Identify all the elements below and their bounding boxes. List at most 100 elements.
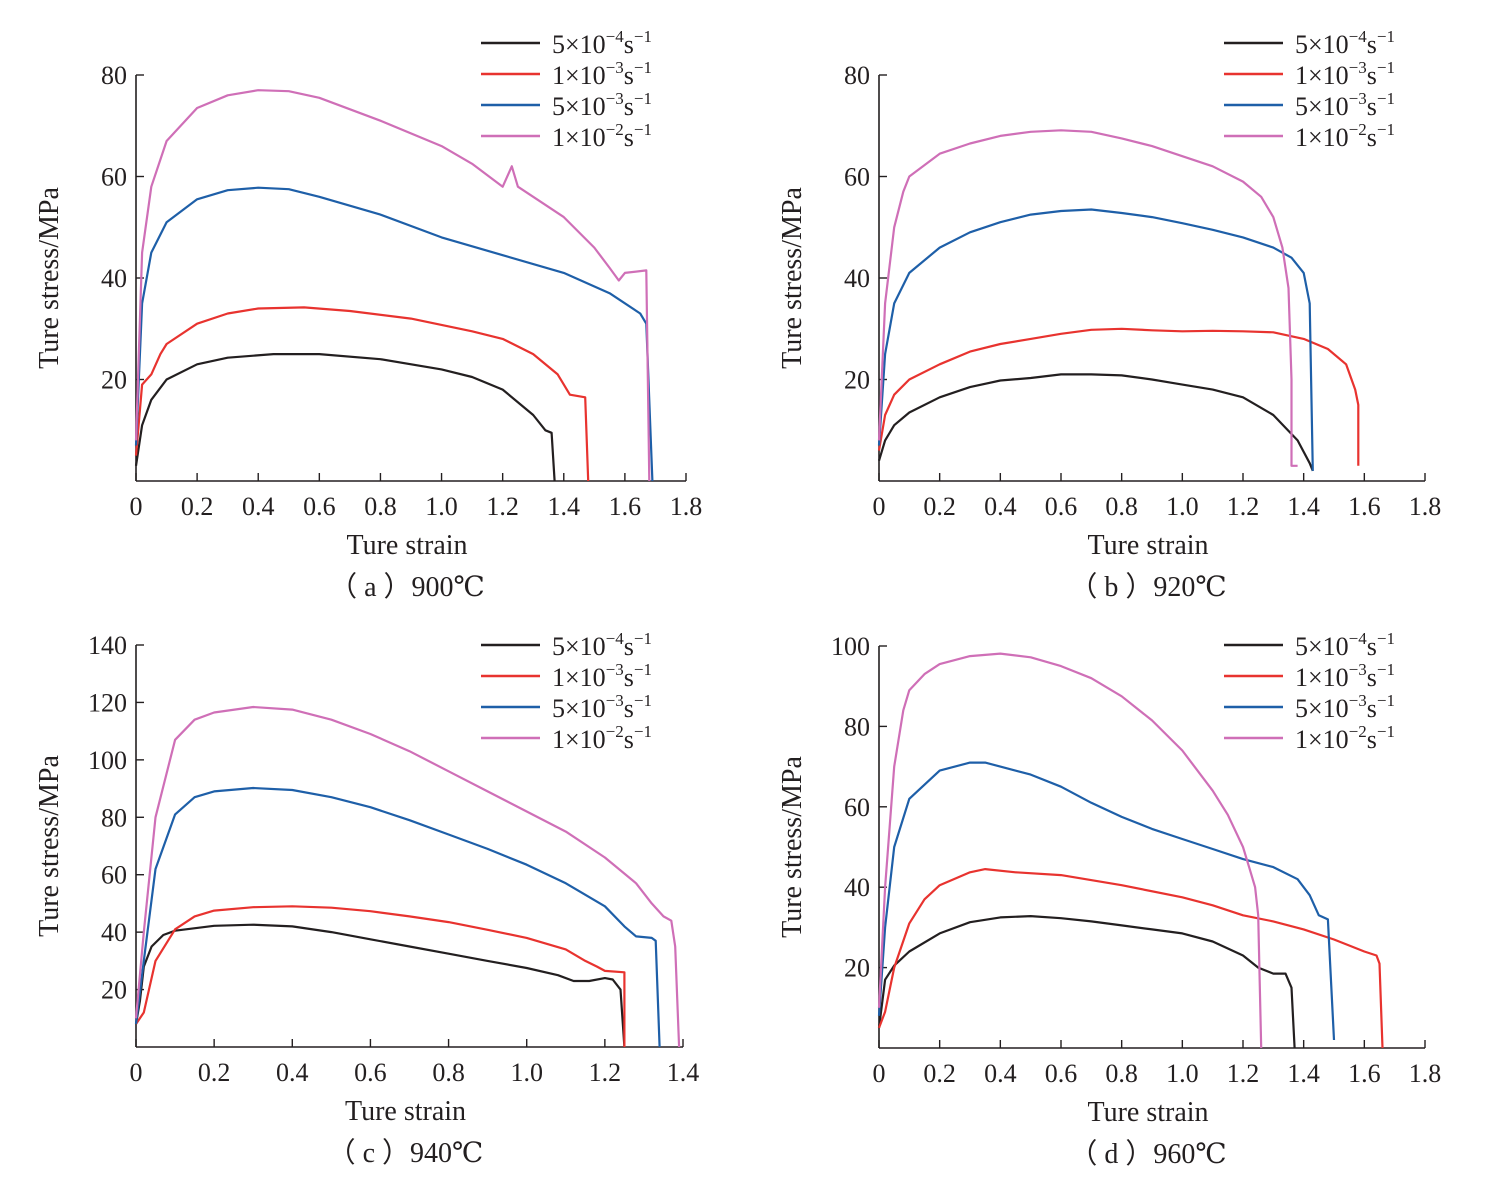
y-tick-label: 40 (844, 264, 870, 293)
series-line-1 (134, 923, 626, 1048)
legend-label: 1×10−3s−1 (1295, 58, 1395, 90)
panel-caption: （ d ）960℃ (1069, 1138, 1226, 1170)
y-tick-label: 100 (88, 746, 127, 775)
x-tick-label: 0.6 (1045, 492, 1078, 521)
y-tick-label: 40 (101, 264, 127, 293)
x-tick-label: 1.6 (1348, 1059, 1381, 1088)
y-tick-label: 40 (844, 873, 870, 902)
y-tick-label: 80 (844, 712, 870, 741)
y-axis-title: Ture stress/MPa (777, 756, 808, 938)
x-tick-label: 0 (873, 1059, 886, 1088)
legend-label: 1×10−3s−1 (552, 660, 652, 692)
x-tick-label: 1.8 (670, 492, 703, 521)
legend-label: 1×10−2s−1 (552, 120, 652, 152)
x-tick-label: 0.8 (432, 1058, 465, 1087)
x-tick-label: 1.2 (486, 492, 519, 521)
y-tick-label: 140 (88, 631, 127, 660)
x-tick-label: 0.2 (923, 1059, 956, 1088)
x-tick-label: 1.0 (510, 1058, 543, 1087)
series-line-1 (134, 353, 556, 482)
y-tick-label: 120 (88, 688, 127, 717)
legend-label: 5×10−3s−1 (552, 89, 652, 121)
legend-label: 5×10−3s−1 (552, 691, 652, 723)
series-line-3 (877, 208, 1314, 471)
x-axis-title: Ture strain (345, 1096, 466, 1127)
legend-label: 5×10−4s−1 (1295, 629, 1395, 661)
x-tick-label: 1.4 (548, 492, 581, 521)
legend-label: 5×10−4s−1 (1295, 27, 1395, 59)
series-line-2 (134, 306, 590, 482)
series-line-1 (877, 915, 1296, 1049)
series-line-4 (134, 705, 681, 1048)
chart-svg-b: 0 0.2 0.4 0.6 0.8 1.0 1.2 1.4 1.6 1.8 20 40 60 80 Ture… (777, 27, 1441, 603)
x-tick-label: 1.2 (1227, 492, 1260, 521)
y-tick-label: 60 (101, 861, 127, 890)
x-axis-title: Ture strain (1087, 1097, 1208, 1128)
legend-label: 1×10−2s−1 (1295, 120, 1395, 152)
x-tick-label: 1.0 (1166, 1059, 1199, 1088)
x-tick-label: 0.6 (354, 1058, 387, 1087)
series-line-3 (134, 186, 654, 482)
series-line-2 (135, 905, 626, 1047)
x-tick-label: 1.2 (1227, 1059, 1260, 1088)
y-axis-title: Ture stress/MPa (34, 755, 65, 937)
y-tick-label: 20 (101, 976, 127, 1005)
x-tick-label: 0.8 (1105, 1059, 1138, 1088)
x-tick-label: 0.2 (923, 492, 956, 521)
series-line-1 (877, 373, 1314, 472)
x-tick-label: 0.8 (364, 492, 397, 521)
y-tick-label: 80 (101, 61, 127, 90)
chart-panel-c: 0 0.2 0.4 0.6 0.8 1.0 1.2 1.4 20 40 60 80 100 120 140 T… (0, 598, 742, 1197)
x-tick-label: 0.4 (984, 492, 1017, 521)
x-tick-label: 1.0 (1166, 492, 1199, 521)
y-tick-label: 60 (844, 163, 870, 192)
chart-svg-d: 0 0.2 0.4 0.6 0.8 1.0 1.2 1.4 1.6 1.8 20 40 60 80 100 T… (777, 629, 1442, 1170)
legend-label: 5×10−3s−1 (1295, 89, 1395, 121)
y-axis-title: Ture stress/MPa (34, 187, 65, 369)
y-tick-label: 20 (101, 366, 127, 395)
x-tick-label: 0.6 (1045, 1059, 1078, 1088)
x-tick-label: 0.4 (242, 492, 275, 521)
x-tick-label: 0 (130, 492, 143, 521)
y-tick-label: 80 (844, 61, 870, 90)
x-tick-label: 0 (130, 1058, 143, 1087)
panel-caption: （ c ）940℃ (328, 1137, 484, 1169)
x-tick-label: 1.4 (667, 1058, 700, 1087)
x-tick-label: 1.8 (1409, 1059, 1442, 1088)
x-tick-label: 1.0 (425, 492, 458, 521)
series-line-2 (877, 327, 1360, 466)
x-tick-label: 0.4 (984, 1059, 1017, 1088)
y-tick-label: 60 (844, 793, 870, 822)
series-line-3 (134, 786, 661, 1048)
x-tick-label: 0 (873, 492, 886, 521)
x-axis-title: Ture strain (346, 530, 467, 561)
legend-label: 1×10−3s−1 (1295, 660, 1395, 692)
chart-panel-a: 0 0.2 0.4 0.6 0.8 1.0 1.2 1.4 1.6 1.8 20 40 60 80 Ture… (0, 0, 742, 603)
x-tick-label: 0.2 (181, 492, 214, 521)
y-tick-label: 20 (844, 954, 870, 983)
panel-caption: （ a ）900℃ (329, 571, 485, 603)
chart-svg-c: 0 0.2 0.4 0.6 0.8 1.0 1.2 1.4 20 40 60 80 100 120 140 T… (34, 629, 700, 1169)
x-tick-label: 1.2 (589, 1058, 622, 1087)
series-line-3 (877, 761, 1336, 1041)
series-line-4 (877, 129, 1298, 467)
x-tick-label: 1.6 (609, 492, 642, 521)
y-tick-label: 40 (101, 918, 127, 947)
x-tick-label: 1.4 (1287, 492, 1320, 521)
x-tick-label: 1.6 (1348, 492, 1381, 521)
legend-label: 1×10−2s−1 (552, 722, 652, 754)
chart-panel-d: 0 0.2 0.4 0.6 0.8 1.0 1.2 1.4 1.6 1.8 20 40 60 80 100 T… (743, 598, 1485, 1197)
legend-label: 5×10−4s−1 (552, 27, 652, 59)
chart-svg-a: 0 0.2 0.4 0.6 0.8 1.0 1.2 1.4 1.6 1.8 20 40 60 80 Ture… (34, 27, 703, 603)
y-tick-label: 100 (831, 632, 870, 661)
x-tick-label: 0.8 (1105, 492, 1138, 521)
chart-panel-b: 0 0.2 0.4 0.6 0.8 1.0 1.2 1.4 1.6 1.8 20 40 60 80 Ture… (743, 0, 1485, 603)
x-tick-label: 0.4 (276, 1058, 309, 1087)
y-axis-title: Ture stress/MPa (777, 187, 808, 369)
legend-label: 5×10−3s−1 (1295, 691, 1395, 723)
y-tick-label: 80 (101, 803, 127, 832)
legend-label: 1×10−2s−1 (1295, 722, 1395, 754)
y-tick-label: 60 (101, 163, 127, 192)
y-tick-label: 20 (844, 366, 870, 395)
series-line-4 (877, 652, 1263, 1049)
